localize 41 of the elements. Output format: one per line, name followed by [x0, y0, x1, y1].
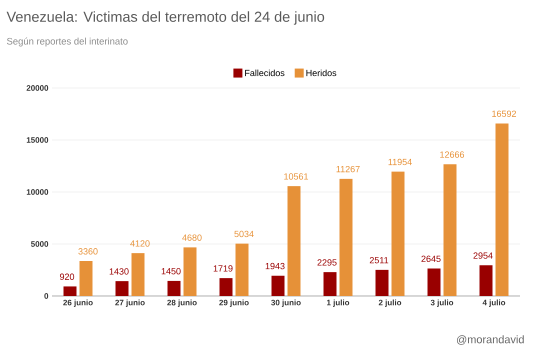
bar: [116, 281, 129, 296]
bar: [428, 268, 441, 296]
data-label: 11267: [336, 166, 360, 172]
data-label: 4680: [182, 234, 202, 241]
data-label: 12666: [440, 151, 464, 158]
data-label: 1430: [110, 268, 129, 275]
data-label: 16592: [492, 110, 516, 117]
bar: [236, 244, 249, 296]
bar: [220, 278, 233, 296]
text: @morandavid: [456, 335, 524, 345]
data-label: 2511: [370, 257, 388, 264]
bar: [64, 286, 77, 296]
bar: [392, 172, 405, 296]
data-label: 2295: [317, 259, 337, 266]
legend-label: Heridos: [306, 70, 336, 76]
data-label: 2645: [421, 256, 441, 262]
data-label: 5034: [234, 230, 254, 238]
data-label: 4120: [130, 240, 150, 247]
bar: [480, 265, 493, 296]
bar: [80, 261, 93, 296]
bar: [288, 186, 301, 296]
data-label: 920: [60, 274, 74, 280]
bar: [340, 178, 353, 296]
data-label: 11954: [388, 158, 412, 166]
bar: [324, 272, 337, 296]
chart-title: Venezuela: Victimas del terremoto del 24 de junio: [6, 11, 324, 25]
bar: [444, 164, 457, 296]
data-label: 3360: [78, 248, 98, 255]
data-label: 10561: [284, 173, 308, 180]
legend-label: Fallecidos: [245, 70, 284, 76]
bar: [376, 270, 389, 296]
data-label: 1450: [162, 268, 181, 274]
bar: [496, 123, 509, 296]
chart-subtitle: Según reportes del interinato: [6, 38, 128, 46]
data-label: 1719: [214, 265, 233, 272]
bar: [272, 276, 285, 296]
bar: [132, 253, 145, 296]
bar: [184, 247, 197, 296]
data-label: 2954: [473, 252, 493, 259]
bar: [168, 280, 181, 296]
data-label: 1943: [266, 262, 285, 270]
